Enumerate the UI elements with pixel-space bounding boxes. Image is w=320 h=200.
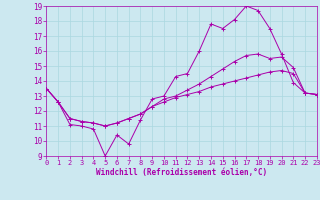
X-axis label: Windchill (Refroidissement éolien,°C): Windchill (Refroidissement éolien,°C): [96, 168, 267, 177]
